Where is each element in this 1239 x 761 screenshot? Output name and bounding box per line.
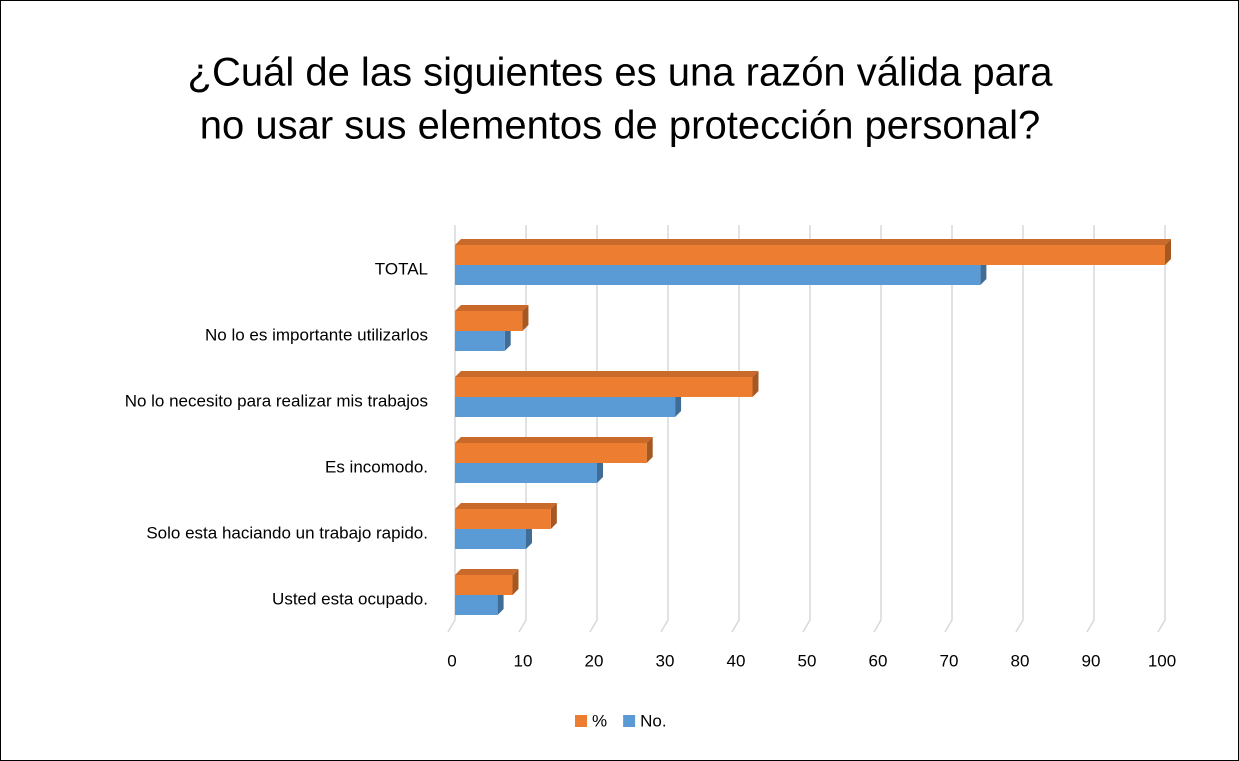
bar-top xyxy=(455,569,519,575)
bar-side xyxy=(526,523,532,549)
bar xyxy=(455,509,551,529)
bar xyxy=(455,529,526,549)
bar-side xyxy=(522,305,529,331)
x-tick-label: 10 xyxy=(514,651,533,670)
grid-line xyxy=(589,225,598,633)
legend-label: % xyxy=(592,711,607,730)
bar-side xyxy=(1165,239,1171,265)
grid-line xyxy=(1015,225,1024,633)
bar-side xyxy=(597,457,603,483)
x-tick-label: 0 xyxy=(447,651,456,670)
y-tick-label: Es incomodo. xyxy=(325,457,428,476)
bar-side xyxy=(504,325,511,351)
bar-top xyxy=(455,305,529,311)
x-tick-label: 20 xyxy=(585,651,604,670)
bar xyxy=(455,595,498,615)
bar xyxy=(455,311,523,331)
bar-side xyxy=(980,259,987,285)
bar xyxy=(455,377,753,397)
bar-side xyxy=(752,371,759,397)
legend-swatch xyxy=(575,715,587,727)
bar xyxy=(455,575,513,595)
y-tick-label: No lo necesito para realizar mis trabajo… xyxy=(125,391,428,410)
bar-top xyxy=(455,371,759,377)
x-tick-label: 40 xyxy=(727,651,746,670)
bar xyxy=(455,265,981,285)
grid-line xyxy=(447,225,456,633)
bar xyxy=(455,443,647,463)
bar-side xyxy=(550,503,557,529)
grid-line xyxy=(944,225,953,633)
bar-top xyxy=(455,437,653,443)
y-tick-label: Usted esta ocupado. xyxy=(272,589,428,608)
grid-line xyxy=(660,225,669,633)
grid-line xyxy=(1086,225,1095,633)
bar xyxy=(455,397,676,417)
x-tick-label: 50 xyxy=(798,651,817,670)
grid-line xyxy=(518,225,527,633)
x-tick-label: 80 xyxy=(1011,651,1030,670)
y-tick-label: Solo esta haciando un trabajo rapido. xyxy=(146,523,428,542)
y-tick-label: TOTAL xyxy=(375,259,428,278)
legend-label: No. xyxy=(640,711,666,730)
bar-top xyxy=(455,503,557,509)
bar-side xyxy=(646,437,653,463)
grid-line xyxy=(731,225,740,633)
y-tick-label: No lo es importante utilizarlos xyxy=(205,325,428,344)
grid-line xyxy=(802,225,811,633)
legend-swatch xyxy=(623,715,636,727)
chart-title: no usar sus elementos de protección pers… xyxy=(200,104,1041,148)
x-tick-label: 60 xyxy=(869,651,888,670)
x-tick-label: 70 xyxy=(940,651,959,670)
grid-line xyxy=(873,225,882,633)
bar xyxy=(455,245,1165,265)
bar xyxy=(455,331,505,351)
bar-side xyxy=(675,391,682,417)
bar xyxy=(455,463,597,483)
bar-side xyxy=(497,589,504,615)
x-tick-label: 100 xyxy=(1148,651,1176,670)
chart-title: ¿Cuál de las siguientes es una razón vál… xyxy=(188,51,1054,95)
x-tick-label: 90 xyxy=(1082,651,1101,670)
x-tick-label: 30 xyxy=(656,651,675,670)
bar-top xyxy=(455,239,1171,245)
grid-line xyxy=(1157,225,1166,633)
bar-side xyxy=(512,569,519,595)
